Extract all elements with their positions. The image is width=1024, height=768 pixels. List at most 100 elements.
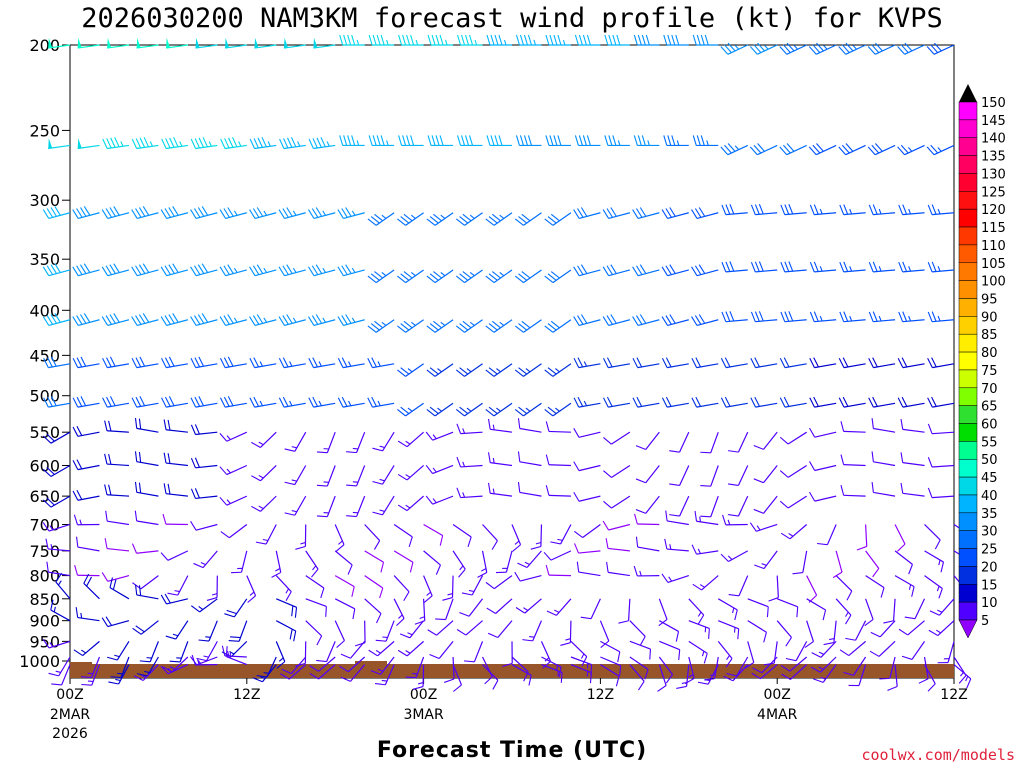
wind-barb — [190, 313, 218, 327]
wind-barb — [669, 431, 690, 453]
wind-barb — [308, 137, 336, 150]
wind-barb — [692, 575, 719, 591]
wind-barb — [485, 269, 513, 284]
wind-barb — [309, 664, 336, 680]
y-tick-label: 500 — [29, 387, 60, 406]
wind-barb — [657, 664, 667, 692]
wind-barb — [726, 656, 749, 677]
y-axis: 2002503003504004505005506006507007508008… — [19, 36, 70, 671]
wind-barb — [364, 575, 384, 599]
wind-barb — [81, 656, 101, 679]
wind-barb — [717, 598, 738, 621]
wind-barb — [602, 207, 631, 220]
wind-barb — [514, 571, 542, 582]
wind-barb — [544, 269, 572, 284]
wind-barb — [811, 640, 837, 658]
wind-barb — [190, 521, 218, 531]
wind-barb — [190, 457, 218, 469]
wind-barb — [337, 207, 365, 220]
wind-barb — [838, 396, 866, 408]
wind-barb — [750, 357, 778, 369]
wind-barb — [398, 34, 424, 46]
wind-barb — [573, 264, 601, 277]
wind-barb — [102, 356, 130, 369]
wind-barb — [573, 357, 601, 369]
wind-barb — [165, 620, 189, 640]
wind-barb — [688, 598, 705, 625]
wind-barb — [427, 620, 454, 636]
colorbar-label: 15 — [981, 578, 998, 593]
wind-barb — [904, 598, 926, 620]
wind-barb — [190, 424, 218, 436]
wind-barb — [275, 641, 286, 669]
wind-barb — [897, 144, 925, 156]
wind-barb — [190, 137, 218, 150]
wind-barb — [629, 656, 649, 680]
wind-barb — [278, 357, 306, 369]
wind-barb — [809, 461, 837, 472]
wind-barb — [868, 204, 896, 216]
wind-barb — [843, 656, 867, 676]
wind-barb — [514, 269, 542, 284]
wind-barb — [780, 311, 807, 323]
wind-barb — [721, 204, 748, 216]
wind-barb — [688, 640, 708, 664]
wind-barb — [334, 620, 345, 648]
wind-barb — [546, 598, 572, 616]
wind-barb — [412, 664, 425, 690]
wind-barb — [600, 656, 622, 676]
wind-barb — [664, 538, 689, 552]
wind-barb — [101, 313, 130, 327]
wind-barb — [750, 261, 778, 273]
wind-barb — [72, 263, 100, 277]
colorbar-swatch — [958, 351, 978, 371]
colorbar-label: 5 — [981, 614, 989, 629]
wind-barb — [515, 598, 542, 614]
colorbar-label: 75 — [981, 364, 998, 379]
x-axis: 00Z 2MAR 2026 12Z 00Z 3MAR 12Z 00Z 4MAR 12Z — [50, 678, 968, 742]
wind-barb — [284, 431, 307, 452]
wind-barb — [511, 664, 532, 686]
wind-barb — [779, 357, 807, 369]
wind-barb — [131, 263, 159, 277]
wind-barb — [676, 664, 690, 689]
wind-barb — [868, 261, 896, 273]
wind-barb — [425, 431, 454, 441]
colorbar-label: 95 — [981, 292, 998, 307]
wind-barb — [72, 489, 100, 501]
wind-barb — [136, 37, 159, 49]
wind-barb — [839, 204, 866, 216]
colorbar-swatch — [958, 458, 978, 478]
colorbar-label: 130 — [981, 167, 1006, 182]
wind-barb — [231, 550, 248, 574]
wind-barb — [603, 495, 631, 509]
wind-barb — [728, 495, 749, 517]
wind-barb — [162, 513, 188, 526]
wind-barb — [692, 34, 719, 46]
x-tick-date: 4MAR — [757, 707, 798, 723]
wind-barb — [426, 269, 454, 284]
wind-barb — [659, 640, 681, 661]
wind-barb — [283, 37, 306, 49]
wind-barb — [77, 37, 100, 49]
wind-barb — [278, 314, 306, 327]
wind-barb — [134, 417, 159, 433]
x-tick-label: 12Z — [233, 687, 260, 703]
credit-link[interactable]: coolwx.com/models — [861, 746, 1015, 764]
wind-barb — [397, 319, 424, 333]
wind-barb — [603, 396, 630, 408]
wind-barb — [573, 491, 601, 502]
y-tick-label: 650 — [29, 487, 60, 506]
wind-barb — [605, 538, 630, 552]
wind-barb — [515, 34, 542, 46]
wind-barb — [249, 264, 277, 277]
wind-barb — [717, 640, 733, 668]
wind-barb — [570, 664, 592, 684]
wind-barb — [927, 423, 955, 435]
wind-barb — [517, 451, 542, 467]
wind-barb — [278, 396, 306, 408]
wind-barb — [728, 431, 749, 453]
wind-barb — [308, 396, 336, 408]
wind-barb — [372, 465, 395, 485]
wind-barb — [514, 212, 542, 226]
